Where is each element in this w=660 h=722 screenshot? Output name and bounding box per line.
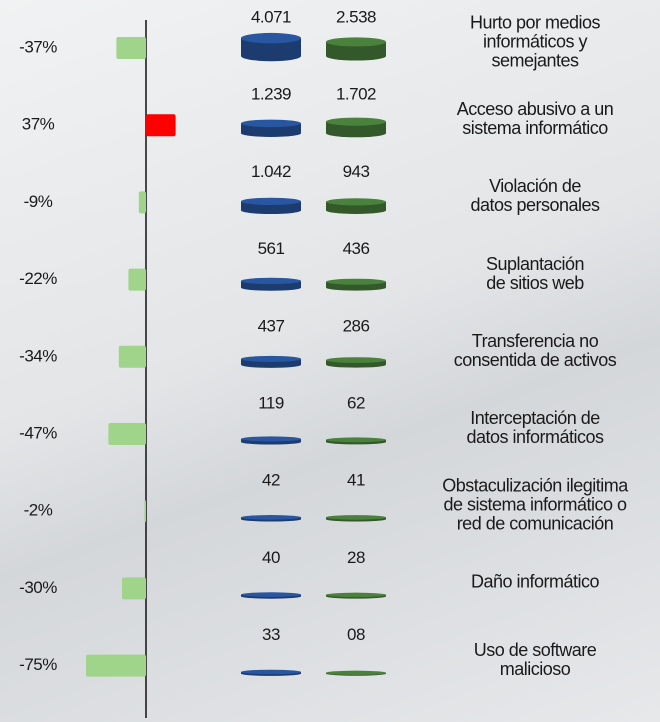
cylinder-top bbox=[326, 118, 386, 126]
change-label: -75% bbox=[19, 655, 57, 674]
change-label: -37% bbox=[19, 37, 57, 56]
value-label: 40 bbox=[262, 548, 280, 567]
value-label: 286 bbox=[343, 316, 370, 335]
category-label: Violación de datos personales bbox=[415, 177, 655, 215]
change-label: -30% bbox=[19, 578, 57, 597]
category-label: Transferencia no consentida de activos bbox=[415, 332, 655, 370]
cylinder-top bbox=[326, 593, 386, 598]
cylinder bbox=[241, 278, 301, 291]
cylinder bbox=[326, 37, 386, 60]
cylinder-top bbox=[326, 671, 386, 675]
value-label: 1.702 bbox=[336, 85, 376, 104]
cylinder-top bbox=[326, 198, 386, 205]
category-label: Acceso abusivo a un sistema informático bbox=[415, 100, 655, 138]
value-label: 119 bbox=[258, 393, 284, 412]
cylinder bbox=[241, 120, 301, 137]
change-bar bbox=[128, 269, 146, 291]
value-label: 1.239 bbox=[251, 85, 291, 104]
cylinder-top bbox=[241, 436, 301, 441]
value-label: 33 bbox=[262, 625, 280, 644]
change-bar bbox=[146, 114, 176, 136]
value-label: 4.071 bbox=[251, 7, 291, 26]
cylinder-top bbox=[241, 670, 301, 675]
category-label: Daño informático bbox=[415, 573, 655, 592]
cylinder bbox=[326, 357, 386, 367]
cylinder bbox=[326, 279, 386, 291]
change-label: -9% bbox=[24, 192, 53, 211]
value-label: 41 bbox=[347, 471, 365, 490]
value-label: 42 bbox=[262, 471, 280, 490]
change-label: -47% bbox=[19, 423, 57, 442]
change-bar bbox=[139, 191, 146, 213]
value-label: 437 bbox=[258, 316, 285, 335]
cylinder-top bbox=[241, 120, 301, 128]
cylinder bbox=[326, 437, 386, 444]
cylinder-top bbox=[326, 279, 386, 285]
change-bar bbox=[108, 423, 146, 445]
value-label: 2.538 bbox=[336, 7, 376, 26]
cylinder bbox=[241, 33, 301, 61]
category-label: Hurto por medios informáticos y semejant… bbox=[415, 14, 655, 71]
change-bar bbox=[86, 655, 146, 677]
change-label: -2% bbox=[24, 501, 53, 520]
category-label: Obstaculización ilegitima de sistema inf… bbox=[415, 477, 655, 534]
change-bar bbox=[116, 37, 146, 59]
value-label: 436 bbox=[343, 239, 370, 258]
cylinder-top bbox=[241, 515, 301, 520]
cylinder bbox=[241, 198, 301, 214]
cylinder-top bbox=[241, 278, 301, 284]
cylinder bbox=[326, 515, 386, 521]
cylinder bbox=[326, 118, 386, 138]
change-label: -22% bbox=[19, 269, 57, 288]
change-bar bbox=[122, 577, 146, 599]
value-label: 08 bbox=[347, 625, 365, 644]
cylinder bbox=[326, 671, 386, 676]
category-label: Interceptación de datos informáticos bbox=[415, 409, 655, 447]
cylinder bbox=[326, 198, 386, 214]
value-label: 62 bbox=[347, 393, 365, 412]
change-label: -34% bbox=[19, 346, 57, 365]
cylinder-top bbox=[326, 437, 386, 442]
cylinder-top bbox=[241, 592, 301, 597]
cylinder-top bbox=[326, 37, 386, 46]
category-label: Suplantación de sitios web bbox=[415, 255, 655, 293]
cylinder bbox=[241, 356, 301, 368]
infographic: -37% 4.071 2.538 37% 1.239 1.702 -9% 1.042 943 -2… bbox=[0, 0, 660, 722]
cylinder bbox=[241, 515, 301, 521]
change-bar bbox=[144, 500, 146, 522]
cylinder-top bbox=[326, 357, 386, 363]
cylinder-top bbox=[326, 515, 386, 520]
value-label: 561 bbox=[258, 239, 285, 258]
change-label: 37% bbox=[22, 115, 55, 134]
cylinder-top bbox=[241, 198, 301, 205]
cylinder-top bbox=[241, 33, 301, 43]
cylinder bbox=[241, 670, 301, 676]
cylinder bbox=[241, 436, 301, 444]
cylinder-top bbox=[241, 356, 301, 362]
cylinder bbox=[241, 592, 301, 598]
value-label: 943 bbox=[343, 162, 370, 181]
value-label: 1.042 bbox=[251, 162, 291, 181]
change-bar bbox=[119, 346, 146, 368]
category-label: Uso de software malicioso bbox=[415, 641, 655, 679]
cylinder bbox=[326, 593, 386, 599]
value-label: 28 bbox=[347, 548, 365, 567]
